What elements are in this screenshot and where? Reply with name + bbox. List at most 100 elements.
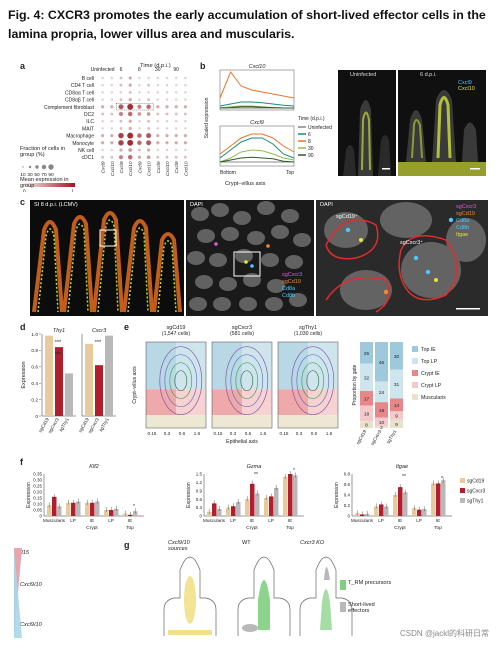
dot — [127, 132, 134, 139]
e-xtick: 0.6 — [179, 431, 186, 436]
panel-b-image-uninfected: Uninfected — [338, 70, 396, 176]
g-legend-trm-swatch — [340, 580, 346, 590]
f-group-top: Top — [434, 525, 442, 531]
e-xtick: 0.15 — [214, 431, 223, 436]
dot — [138, 84, 141, 87]
f-bar — [52, 496, 57, 516]
f-xcat: Muscularis — [203, 518, 226, 523]
g-axis-bot: Cxcl9/10 — [20, 622, 42, 628]
dot — [165, 91, 169, 94]
e-gate-top-lp — [212, 342, 242, 390]
dot — [128, 83, 132, 87]
f-ytick: 0.20 — [33, 490, 42, 495]
dot — [118, 111, 124, 117]
gene-col-label: Cxcl9 — [137, 161, 143, 173]
dot — [128, 76, 132, 80]
dot — [165, 84, 169, 87]
d-cat: sgThy1 — [58, 417, 70, 433]
dot — [138, 76, 141, 80]
nucleus — [265, 297, 283, 311]
dot — [147, 98, 150, 101]
e-xtick: 1.6 — [194, 431, 201, 436]
f-xcat: IE — [288, 518, 292, 523]
dot — [138, 148, 141, 152]
panel-c-image-zoom: DAPI sgCd19⁺ sgCxcr3⁺ sgCxcr3 sgCd19 Cd8… — [316, 200, 488, 316]
e-stack-value: 32 — [364, 375, 370, 381]
gene-col-label: Cxcl10 — [128, 161, 134, 176]
e-density-contour — [225, 346, 269, 416]
dot — [175, 120, 178, 123]
dot — [138, 98, 141, 101]
dot-row-label: B cell — [82, 76, 94, 82]
e-stack-value: 17 — [364, 396, 370, 402]
f-ytick: 0.2 — [344, 503, 351, 508]
f-xcat: LP — [378, 518, 384, 523]
d-ytick: 1.0 — [31, 332, 38, 338]
f-bar — [431, 483, 436, 516]
nucleus — [247, 231, 265, 245]
f-legend-label: sgCxcr3 — [467, 489, 486, 495]
g-legend-sle: Short-lived effectors — [348, 602, 375, 614]
d-bar — [105, 335, 113, 416]
panel-a-label: a — [20, 61, 26, 71]
e-density-contour — [306, 370, 320, 392]
f-bar — [207, 511, 212, 516]
e-stack-seg — [360, 391, 373, 406]
g-title-wt: WT — [242, 540, 251, 546]
c-img3-legend-cd8b: Cd8b — [456, 225, 470, 231]
f-ytick: 0.10 — [33, 502, 42, 507]
f-ytick: 0.30 — [33, 478, 42, 483]
e-gate-muscularis — [278, 415, 338, 428]
dot — [156, 148, 159, 152]
dot — [174, 105, 178, 109]
b-x-right: Top — [286, 170, 294, 176]
f-ylabel: Expression — [186, 482, 192, 508]
panel-d-bar-charts: Expression00.20.40.60.81.0Thy1sgCd19sgCx… — [21, 328, 116, 434]
f-bar — [393, 495, 398, 516]
watermark: CSDN @jackl的科研日常 — [399, 629, 489, 638]
g-source-villus — [184, 576, 196, 624]
b-curve-3 — [219, 149, 295, 163]
f-ytick: 0.9 — [196, 488, 203, 493]
dot — [101, 148, 104, 152]
dot — [165, 133, 169, 138]
dot — [156, 127, 159, 130]
dot — [184, 91, 187, 94]
e-stack-seg — [360, 421, 373, 428]
e-stack-seg — [375, 402, 388, 418]
cell-dot — [244, 260, 248, 264]
dot — [174, 155, 178, 159]
dot — [101, 127, 104, 130]
dot — [137, 133, 142, 138]
f-bar — [441, 480, 446, 516]
c-img3-legend-sgcxcr3: sgCxcr3 — [456, 204, 477, 210]
c-img2-legend-sgcxcr3: sgCxcr3 — [282, 272, 303, 278]
e-xtick: 0.6 — [311, 431, 318, 436]
f-xcat: Muscularis — [43, 518, 66, 523]
uninfected-label: Uninfected — [350, 72, 377, 78]
panel-b-image-6dpi: 6 d.p.i. Cxcl9 Cxcl10 — [398, 70, 486, 176]
dot-row-label: CD8αα T cell — [65, 90, 94, 96]
e-stack-seg — [390, 398, 403, 412]
panel-b-xlabel: Crypt–villus axis — [225, 181, 266, 187]
f-bar — [47, 505, 52, 516]
size-legend-tick: 50 — [34, 172, 40, 178]
d-ytick: 0.6 — [31, 365, 38, 371]
e-stack-seg — [390, 419, 403, 428]
d-title: Cxcr3 — [92, 328, 107, 334]
e-xtick: 0.15 — [280, 431, 289, 436]
dot — [127, 139, 134, 146]
g-ko-trm — [320, 589, 332, 630]
dot — [110, 76, 113, 80]
e-stack-cat: sgCxcr3 — [370, 429, 383, 446]
f-group-crypt: Crypt — [246, 525, 258, 531]
panel-f-label: f — [20, 457, 23, 467]
dot — [118, 155, 124, 160]
e-xtick: 1.6 — [260, 431, 267, 436]
e-density-contour — [159, 346, 203, 416]
c-img2-legend-cd8a: Cd8a — [282, 286, 296, 292]
dot — [110, 84, 113, 87]
gene-col-label: Cxcl10 — [147, 161, 153, 176]
e-xtick: 0.3 — [296, 431, 303, 436]
f-legend-label: sgThy1 — [467, 499, 484, 505]
